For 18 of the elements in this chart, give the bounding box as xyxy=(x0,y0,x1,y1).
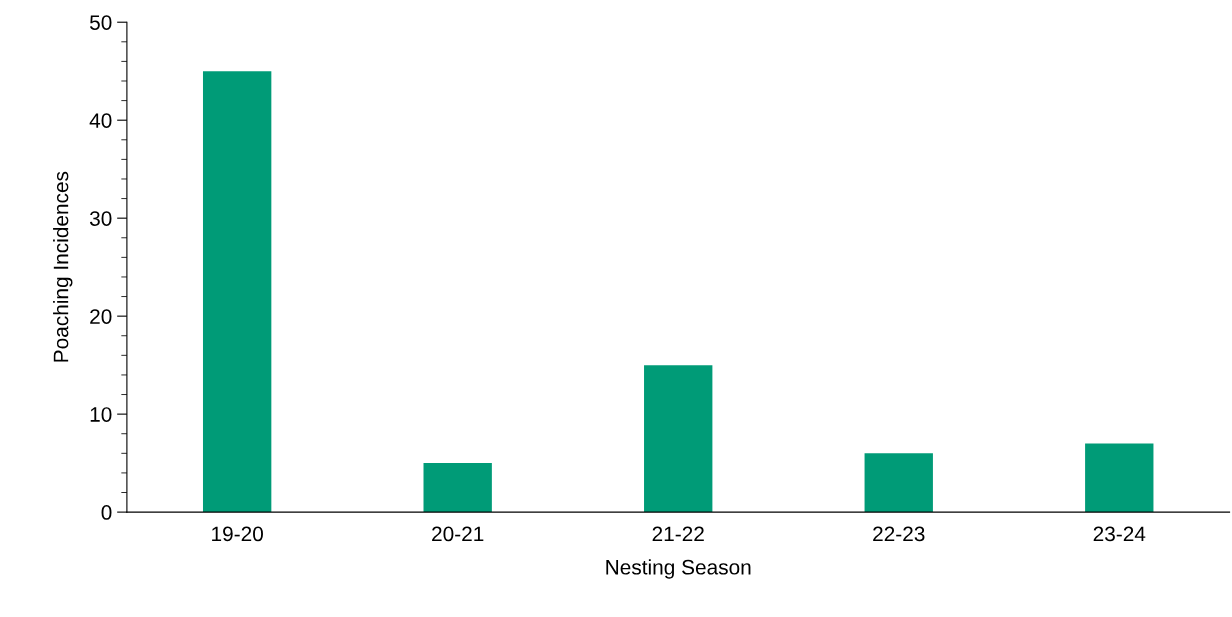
bar xyxy=(864,453,933,513)
bar xyxy=(202,71,272,513)
x-tick-label: 22-23 xyxy=(873,526,925,542)
x-tick-label: 19-20 xyxy=(212,526,263,542)
bar xyxy=(644,365,713,513)
x-tick-label: 21-22 xyxy=(652,526,704,542)
x-axis-title: Nesting Season xyxy=(606,559,751,579)
y-tick-label: 40 xyxy=(89,113,112,128)
bar xyxy=(423,463,492,513)
bar xyxy=(1085,443,1154,513)
x-tick-label: 20-21 xyxy=(432,526,484,542)
y-tick-label: 50 xyxy=(89,15,112,30)
y-axis-title: Poaching Incidences xyxy=(53,171,73,362)
y-tick-label: 0 xyxy=(101,505,112,520)
y-tick-label: 20 xyxy=(90,309,112,324)
y-tick-label: 10 xyxy=(90,407,112,422)
y-tick-label: 30 xyxy=(89,211,112,226)
x-tick-label: 23-24 xyxy=(1093,526,1146,542)
